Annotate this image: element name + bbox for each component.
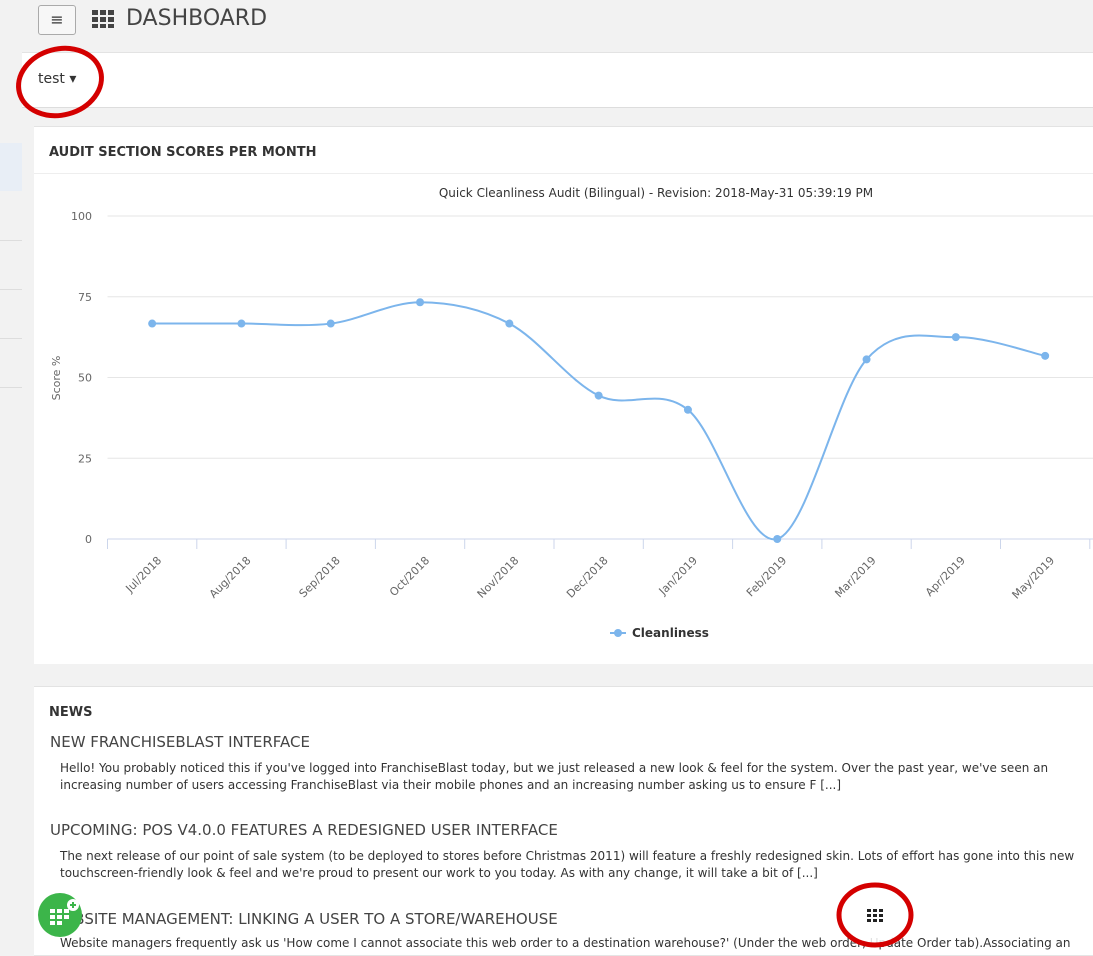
selector-bar [22, 52, 1093, 108]
point [683, 405, 692, 414]
y-tick-label: 100 [71, 210, 92, 223]
x-tick-label: Nov/2018 [475, 554, 522, 601]
news-body: The next release of our point of sale sy… [60, 849, 1075, 880]
point [416, 298, 425, 307]
y-tick-label: 0 [85, 533, 92, 546]
chart-title: Quick Cleanliness Audit (Bilingual) - Re… [439, 186, 873, 200]
divider [34, 173, 1093, 174]
news-title: WEBSITE MANAGEMENT: LINKING A USER TO A … [50, 910, 558, 928]
news-body: Hello! You probably noticed this if you'… [60, 761, 1049, 792]
panel-title: AUDIT SECTION SCORES PER MONTH [49, 145, 317, 160]
y-tick-label: 25 [78, 452, 92, 465]
x-tick-label: Dec/2018 [564, 554, 611, 601]
panel-title: NEWS [49, 705, 93, 720]
sidebar-divider [0, 338, 22, 339]
y-axis-label: Score % [50, 356, 63, 401]
legend-symbol [614, 629, 622, 637]
news-title: UPCOMING: POS V4.0.0 FEATURES A REDESIGN… [50, 821, 558, 839]
y-tick-label: 75 [78, 291, 92, 304]
x-tick-label: Apr/2019 [923, 554, 968, 599]
news-title: NEW FRANCHISEBLAST INTERFACE [50, 733, 311, 751]
x-tick-label: May/2019 [1010, 554, 1058, 602]
point [951, 333, 960, 342]
x-tick-label: Sep/2018 [297, 554, 343, 600]
series-line [152, 301, 1046, 541]
sidebar-divider [0, 387, 22, 388]
legend-label: Cleanliness [632, 626, 709, 640]
x-tick-label: Jan/2019 [656, 554, 700, 598]
news-item[interactable]: WEBSITE MANAGEMENT: LINKING A USER TO A … [34, 895, 1093, 956]
point [505, 319, 514, 328]
y-tick-label: 50 [78, 372, 92, 385]
point [594, 391, 603, 400]
sidebar-divider [0, 240, 22, 241]
news-item[interactable]: UPCOMING: POS V4.0.0 FEATURES A REDESIGN… [34, 806, 1093, 896]
point [773, 535, 782, 543]
x-tick-label: Aug/2018 [207, 554, 254, 601]
grid-icon [92, 10, 114, 28]
menu-button[interactable]: ≡ [38, 5, 76, 35]
selector[interactable]: test ▾ [38, 71, 77, 87]
x-tick-label: Jul/2018 [123, 554, 165, 596]
selector-label: test [38, 71, 65, 87]
sidebar-divider [0, 289, 22, 290]
point [862, 355, 871, 364]
x-tick-label: Mar/2019 [832, 554, 878, 600]
page-title: DASHBOARD [126, 6, 268, 31]
sidebar-item[interactable] [0, 143, 22, 191]
point [1041, 351, 1050, 360]
x-tick-label: Feb/2019 [744, 554, 789, 599]
news-body: Website managers frequently ask us 'How … [60, 936, 1071, 950]
chart: Quick Cleanliness Audit (Bilingual) - Re… [50, 186, 1093, 640]
point [148, 319, 157, 328]
point [326, 319, 335, 328]
point [237, 319, 246, 328]
x-tick-label: Oct/2018 [387, 554, 432, 599]
